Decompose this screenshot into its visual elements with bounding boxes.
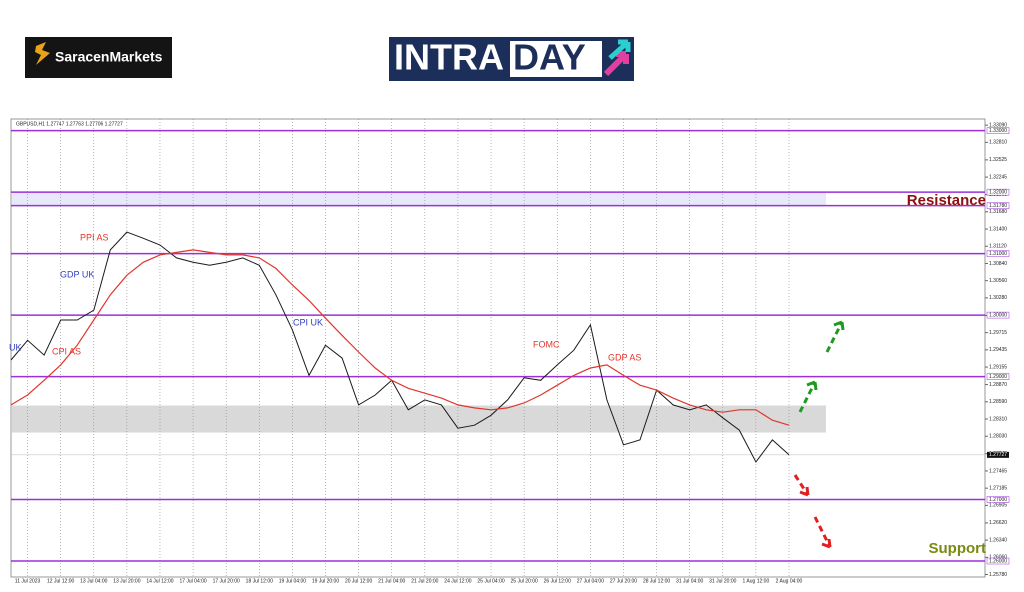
- arrow-down: [793, 474, 810, 496]
- banner-arrow-cyan: [608, 39, 631, 60]
- arrow-head: [806, 380, 818, 391]
- series-line: [10, 231, 790, 463]
- arrow-head: [821, 538, 832, 549]
- level-label: 1.29000: [989, 374, 1007, 380]
- y-tick-label: 1.31120: [989, 244, 1007, 250]
- current-label: 1.27727: [989, 452, 1007, 458]
- y-tick-label: 1.29715: [989, 330, 1007, 336]
- level-label: 1.31780: [989, 203, 1007, 209]
- y-tick-label: 1.30840: [989, 261, 1007, 267]
- y-tick-label: 1.29435: [989, 347, 1007, 353]
- level-tag: [986, 557, 1010, 565]
- annotation: CPI UK: [293, 317, 323, 327]
- x-tick-label: 28 Jul 12:00: [643, 578, 670, 584]
- arrow-up: [825, 321, 844, 353]
- annotation: UK: [9, 342, 22, 352]
- level-label: 1.31000: [989, 251, 1007, 257]
- y-tick-label: 1.26060: [989, 555, 1007, 561]
- zone-label: Resistance: [907, 192, 986, 209]
- annotation: CPI AS: [52, 346, 81, 356]
- y-tick-label: 1.28030: [989, 434, 1007, 440]
- y-tick-label: 1.27185: [989, 485, 1007, 491]
- x-tick-label: 26 Jul 12:00: [544, 578, 571, 584]
- x-tick-label: 19 Jul 04:00: [279, 578, 306, 584]
- brand-logo: [25, 37, 172, 78]
- annotation: FOMC: [533, 339, 560, 349]
- x-tick-label: 25 Jul 20:00: [511, 578, 538, 584]
- x-tick-label: 31 Jul 20:00: [709, 578, 736, 584]
- banner-box: [510, 41, 602, 77]
- y-tick-label: 1.26340: [989, 537, 1007, 543]
- level-tag: [986, 373, 1010, 380]
- arrow-down: [813, 516, 832, 548]
- plot-frame: [10, 118, 986, 578]
- x-tick-label: 13 Jul 04:00: [80, 578, 107, 584]
- brand-icon: [35, 42, 50, 65]
- brand-name: SaracenMarkets: [55, 49, 163, 65]
- x-tick-label: 1 Aug 12:00: [743, 578, 770, 584]
- y-tick-label: 1.32810: [989, 140, 1007, 146]
- level-label: 1.26000: [989, 558, 1007, 564]
- x-tick-label: 19 Jul 20:00: [312, 578, 339, 584]
- x-tick-label: 11 Jul 2023: [15, 578, 41, 584]
- projection-arrows: [793, 320, 845, 549]
- zone-label: Support: [929, 540, 987, 557]
- level-label: 1.27000: [989, 497, 1007, 503]
- level-tag: [986, 496, 1010, 503]
- y-tick-label: 1.29155: [989, 364, 1007, 370]
- y-tick-label: 1.28870: [989, 382, 1007, 388]
- y-tick-label: 1.26620: [989, 520, 1007, 526]
- x-tick-label: 17 Jul 04:00: [179, 578, 206, 584]
- y-tick-label: 1.33090: [989, 122, 1007, 128]
- banner-left: INTRA: [394, 37, 504, 78]
- y-tick-label: 1.31680: [989, 209, 1007, 215]
- current-tag: [987, 451, 1009, 458]
- arrow-up: [798, 381, 817, 413]
- chart-title: GBPUSD,H1 1.27747 1.27763 1.27706 1.2772…: [16, 121, 123, 127]
- x-tick-label: 12 Jul 12:00: [47, 578, 74, 584]
- x-tick-label: 25 Jul 04:00: [477, 578, 504, 584]
- y-tick-label: 1.25780: [989, 572, 1007, 578]
- annotation: PPI AS: [80, 232, 109, 242]
- zone: [12, 192, 826, 206]
- annotation: GDP UK: [60, 269, 94, 279]
- level-tag: [986, 188, 1010, 196]
- x-tick-label: 24 Jul 12:00: [444, 578, 471, 584]
- arrow-head: [799, 486, 810, 497]
- level-tag: [986, 202, 1010, 209]
- x-tick-label: 14 Jul 12:00: [146, 578, 173, 584]
- level-tag: [986, 250, 1010, 257]
- level-label: 1.30000: [989, 312, 1007, 318]
- x-tick-label: 20 Jul 12:00: [345, 578, 372, 584]
- x-tick-label: 18 Jul 12:00: [246, 578, 273, 584]
- y-tick-label: 1.30280: [989, 295, 1007, 301]
- x-tick-label: 21 Jul 20:00: [411, 578, 438, 584]
- x-tick-label: 27 Jul 04:00: [577, 578, 604, 584]
- y-tick-label: 1.27465: [989, 468, 1007, 474]
- x-tick-label: 13 Jul 20:00: [113, 578, 140, 584]
- level-label: 1.33000: [989, 128, 1007, 134]
- y-tick-label: 1.32245: [989, 174, 1007, 180]
- y-tick-label: 1.32525: [989, 157, 1007, 163]
- x-tick-label: 31 Jul 04:00: [676, 578, 703, 584]
- x-tick-label: 21 Jul 04:00: [378, 578, 405, 584]
- y-tick-label: 1.28310: [989, 416, 1007, 422]
- arrow-head: [833, 320, 845, 331]
- banner-right: DAY: [513, 37, 586, 78]
- x-tick-label: 27 Jul 20:00: [610, 578, 637, 584]
- level-tag: [986, 311, 1010, 319]
- y-tick-label: 1.26905: [989, 503, 1007, 509]
- series-line: [10, 249, 790, 426]
- y-tick-label: 1.28590: [989, 399, 1007, 405]
- level-tag: [986, 127, 1010, 134]
- x-tick-label: 2 Aug 04:00: [776, 578, 803, 584]
- y-tick-label: 1.30560: [989, 278, 1007, 284]
- annotation: GDP AS: [608, 352, 641, 362]
- y-tick-label: 1.31400: [989, 226, 1007, 232]
- x-tick-label: 17 Jul 20:00: [213, 578, 240, 584]
- level-label: 1.32000: [989, 189, 1007, 195]
